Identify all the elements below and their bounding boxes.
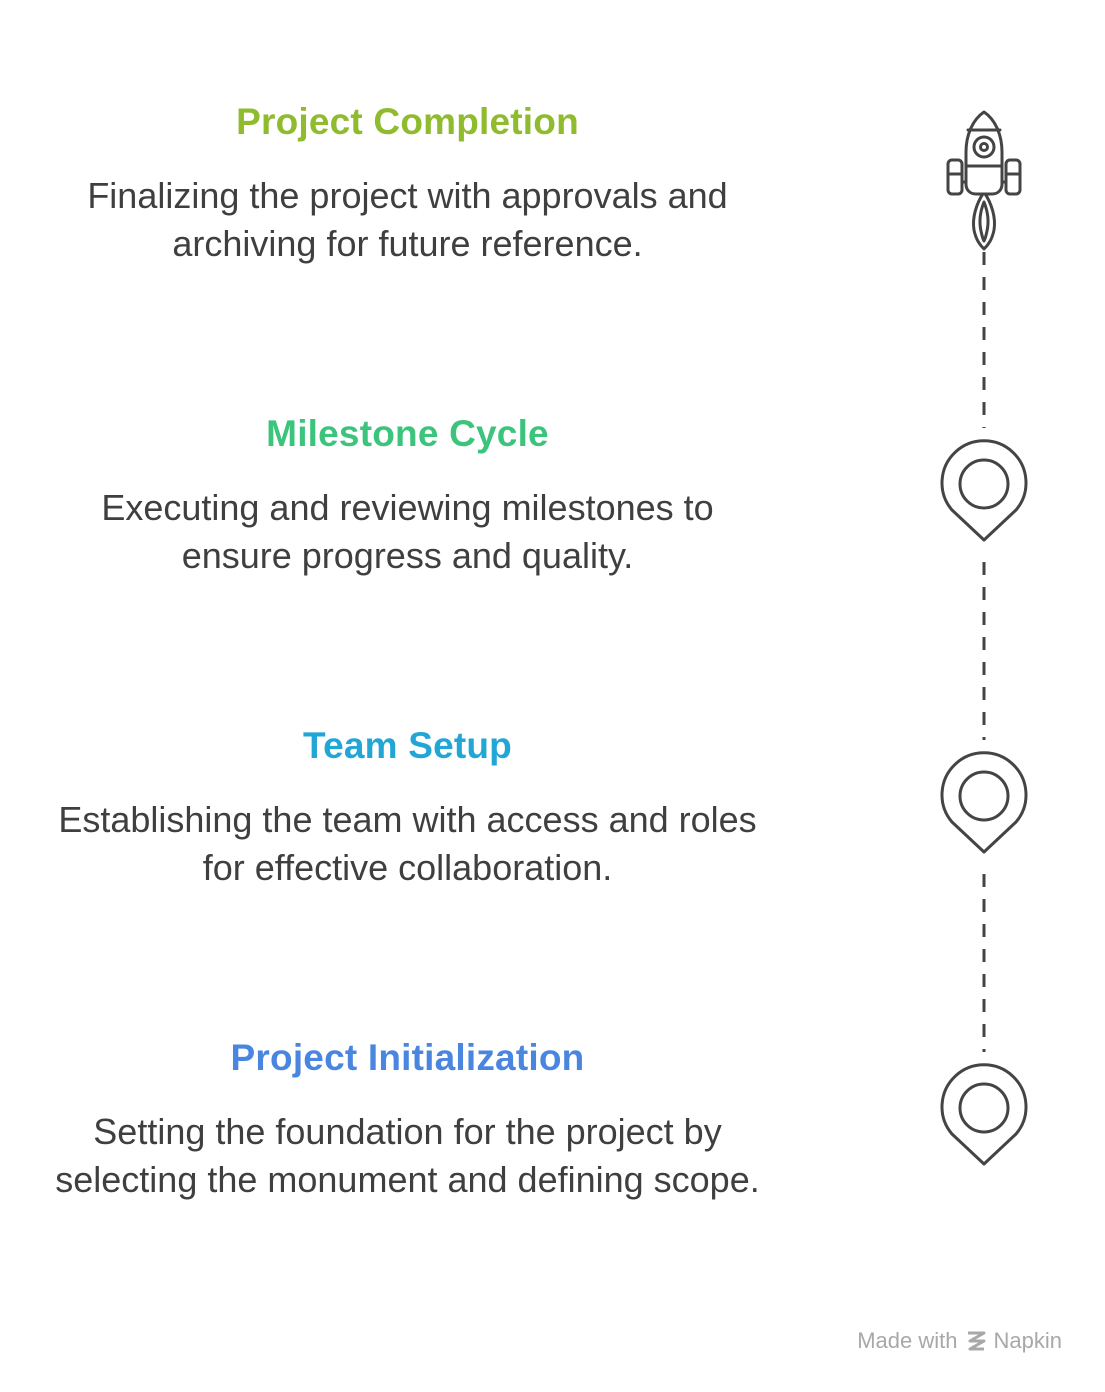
step-title: Project Completion [236, 101, 579, 142]
footer-attribution: Made with Napkin [857, 1328, 1062, 1354]
map-pin-icon [940, 751, 1028, 854]
step-description: Setting the foundation for the project b… [55, 1111, 760, 1200]
step-project-completion: Project Completion Finalizing the projec… [40, 100, 775, 268]
map-pin-icon [940, 439, 1028, 542]
footer-prefix: Made with [857, 1328, 958, 1353]
step-title: Team Setup [303, 725, 512, 766]
rocket-icon [946, 110, 1022, 251]
step-description: Executing and reviewing milestones to en… [101, 487, 714, 576]
step-description: Establishing the team with access and ro… [58, 799, 757, 888]
step-title: Project Initialization [230, 1037, 585, 1078]
footer-brand: Napkin [993, 1328, 1062, 1353]
step-title: Milestone Cycle [266, 413, 549, 454]
step-project-initialization: Project Initialization Setting the found… [40, 1036, 775, 1204]
map-pin-icon [940, 1063, 1028, 1166]
napkin-logo-icon [966, 1330, 986, 1352]
step-milestone-cycle: Milestone Cycle Executing and reviewing … [40, 412, 775, 580]
step-team-setup: Team Setup Establishing the team with ac… [40, 724, 775, 892]
step-description: Finalizing the project with approvals an… [87, 175, 728, 264]
